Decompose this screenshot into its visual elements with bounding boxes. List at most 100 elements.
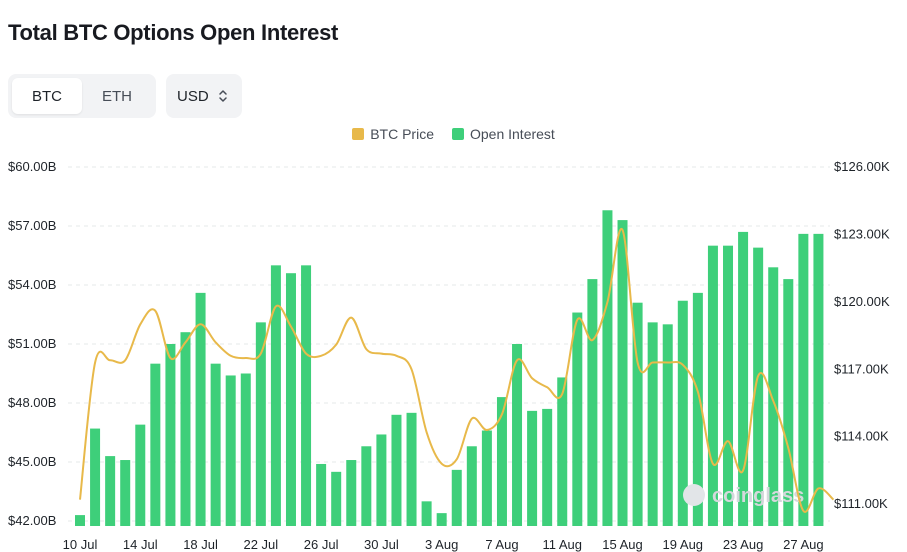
open-interest-bar[interactable]	[723, 245, 734, 526]
open-interest-bar[interactable]	[301, 265, 312, 526]
open-interest-bar[interactable]	[542, 408, 553, 526]
open-interest-bar[interactable]	[481, 430, 492, 526]
open-interest-bar[interactable]	[512, 344, 523, 526]
open-interest-bar[interactable]	[120, 460, 131, 526]
open-interest-bar[interactable]	[557, 377, 568, 526]
open-interest-bar[interactable]	[195, 292, 206, 526]
x-tick-label: 3 Aug	[425, 537, 458, 552]
chevron-updown-icon	[218, 90, 227, 102]
open-interest-bar[interactable]	[210, 363, 221, 526]
y-right-tick-label: $126.00K	[834, 159, 890, 174]
open-interest-bar[interactable]	[587, 279, 598, 526]
open-interest-bar[interactable]	[677, 300, 688, 526]
x-tick-label: 14 Jul	[123, 537, 158, 552]
chart-legend: BTC Price Open Interest	[0, 126, 907, 142]
y-axis-left: $42.00B $45.00B $48.00B $51.00B $54.00B $57.0…	[8, 159, 56, 528]
open-interest-bar[interactable]	[496, 397, 507, 526]
open-interest-bar[interactable]	[316, 463, 327, 526]
y-right-tick-label: $120.00K	[834, 294, 890, 309]
legend-label-open-interest: Open Interest	[469, 126, 555, 142]
x-tick-label: 7 Aug	[485, 537, 518, 552]
open-interest-bar[interactable]	[647, 322, 658, 526]
open-interest-bar[interactable]	[572, 312, 583, 526]
open-interest-bar[interactable]	[75, 515, 85, 526]
page-title: Total BTC Options Open Interest	[8, 20, 339, 45]
btc-price-line	[79, 227, 835, 513]
open-interest-bar[interactable]	[361, 446, 372, 526]
open-interest-bar[interactable]	[421, 501, 432, 526]
open-interest-bar[interactable]	[527, 410, 538, 526]
x-tick-label: 22 Jul	[243, 537, 278, 552]
legend-swatch-open-interest	[451, 128, 464, 140]
asset-toggle: BTC ETH	[8, 74, 156, 118]
open-interest-bar[interactable]	[90, 428, 101, 526]
open-interest-bar[interactable]	[436, 513, 447, 526]
open-interest-bar[interactable]	[617, 220, 628, 526]
open-interest-bar[interactable]	[783, 279, 794, 526]
open-interest-bars	[75, 210, 824, 527]
open-interest-bar[interactable]	[331, 471, 342, 526]
x-tick-label: 15 Aug	[602, 537, 643, 552]
x-axis: 10 Jul 14 Jul 18 Jul 22 Jul 26 Jul 30 Jul 3 Au…	[63, 537, 824, 552]
open-interest-bar[interactable]	[602, 210, 613, 526]
y-left-tick-label: $54.00B	[8, 277, 56, 292]
open-interest-bar[interactable]	[285, 273, 296, 526]
open-interest-bar[interactable]	[255, 322, 266, 526]
open-interest-bar[interactable]	[466, 446, 477, 526]
watermark: coinglass	[683, 484, 804, 507]
open-interest-bar[interactable]	[768, 267, 779, 526]
open-interest-bar[interactable]	[738, 231, 749, 526]
open-interest-bar[interactable]	[632, 302, 643, 526]
open-interest-bar[interactable]	[753, 247, 764, 526]
open-interest-bar[interactable]	[135, 424, 146, 526]
y-left-tick-label: $48.00B	[8, 395, 56, 410]
watermark-logo-icon	[683, 484, 705, 506]
y-left-tick-label: $51.00B	[8, 336, 56, 351]
x-tick-label: 18 Jul	[183, 537, 218, 552]
open-interest-bar[interactable]	[225, 375, 236, 526]
watermark-text: coinglass	[712, 485, 804, 507]
open-interest-bar[interactable]	[240, 373, 251, 527]
open-interest-bar[interactable]	[105, 456, 116, 526]
open-interest-bar[interactable]	[270, 265, 281, 526]
open-interest-bar[interactable]	[165, 344, 176, 526]
open-interest-bar[interactable]	[692, 292, 703, 526]
x-tick-label: 27 Aug	[783, 537, 824, 552]
open-interest-bar[interactable]	[798, 233, 809, 526]
y-right-tick-label: $117.00K	[834, 361, 889, 376]
open-interest-bar[interactable]	[662, 324, 673, 526]
y-left-tick-label: $57.00B	[8, 218, 56, 233]
x-tick-label: 23 Aug	[723, 537, 764, 552]
currency-select[interactable]: USD	[166, 74, 242, 118]
y-left-tick-label: $42.00B	[8, 513, 56, 528]
btc-price-series-line[interactable]	[79, 227, 835, 513]
currency-select-value: USD	[177, 87, 209, 105]
y-right-tick-label: $123.00K	[834, 226, 890, 241]
open-interest-bar[interactable]	[346, 460, 357, 526]
open-interest-bar[interactable]	[180, 332, 191, 526]
legend-label-btc-price: BTC Price	[370, 126, 434, 142]
x-tick-label: 30 Jul	[364, 537, 399, 552]
open-interest-bar[interactable]	[391, 414, 402, 526]
open-interest-bar[interactable]	[813, 233, 824, 526]
open-interest-bar[interactable]	[150, 363, 161, 526]
open-interest-chart: coinglass $42.00B $45.00B $48.00B $51.00B $5…	[8, 159, 890, 552]
open-interest-bar[interactable]	[707, 245, 718, 526]
y-right-tick-label: $111.00K	[834, 496, 888, 511]
x-tick-label: 11 Aug	[542, 537, 582, 552]
y-right-tick-label: $114.00K	[834, 429, 889, 444]
open-interest-bar[interactable]	[376, 434, 387, 526]
y-left-tick-label: $45.00B	[8, 454, 56, 469]
toggle-option-btc[interactable]: BTC	[12, 78, 82, 114]
open-interest-bar[interactable]	[451, 469, 462, 526]
y-left-tick-label: $60.00B	[8, 159, 56, 174]
x-tick-label: 10 Jul	[63, 537, 98, 552]
open-interest-bar[interactable]	[406, 412, 417, 526]
toggle-option-eth[interactable]: ETH	[102, 87, 132, 105]
legend-swatch-btc-price	[352, 128, 365, 140]
x-tick-label: 19 Aug	[663, 537, 704, 552]
legend-item-btc-price[interactable]: BTC Price	[352, 126, 434, 142]
chart-grid	[68, 166, 830, 522]
y-axis-right: $111.00K $114.00K $117.00K $120.00K $123.00K…	[834, 159, 890, 511]
legend-item-open-interest[interactable]: Open Interest	[451, 126, 555, 142]
